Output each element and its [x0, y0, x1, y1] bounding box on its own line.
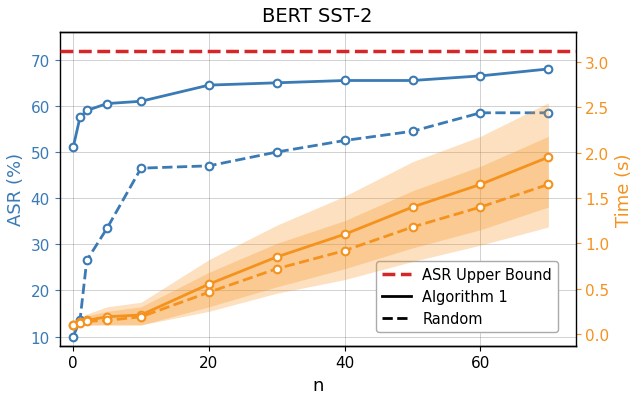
- Y-axis label: ASR (%): ASR (%): [7, 153, 25, 226]
- Title: BERT SST-2: BERT SST-2: [262, 7, 373, 26]
- X-axis label: n: n: [312, 376, 323, 394]
- Y-axis label: Time (s): Time (s): [615, 153, 633, 226]
- Legend: ASR Upper Bound, Algorithm 1, Random: ASR Upper Bound, Algorithm 1, Random: [376, 261, 558, 332]
